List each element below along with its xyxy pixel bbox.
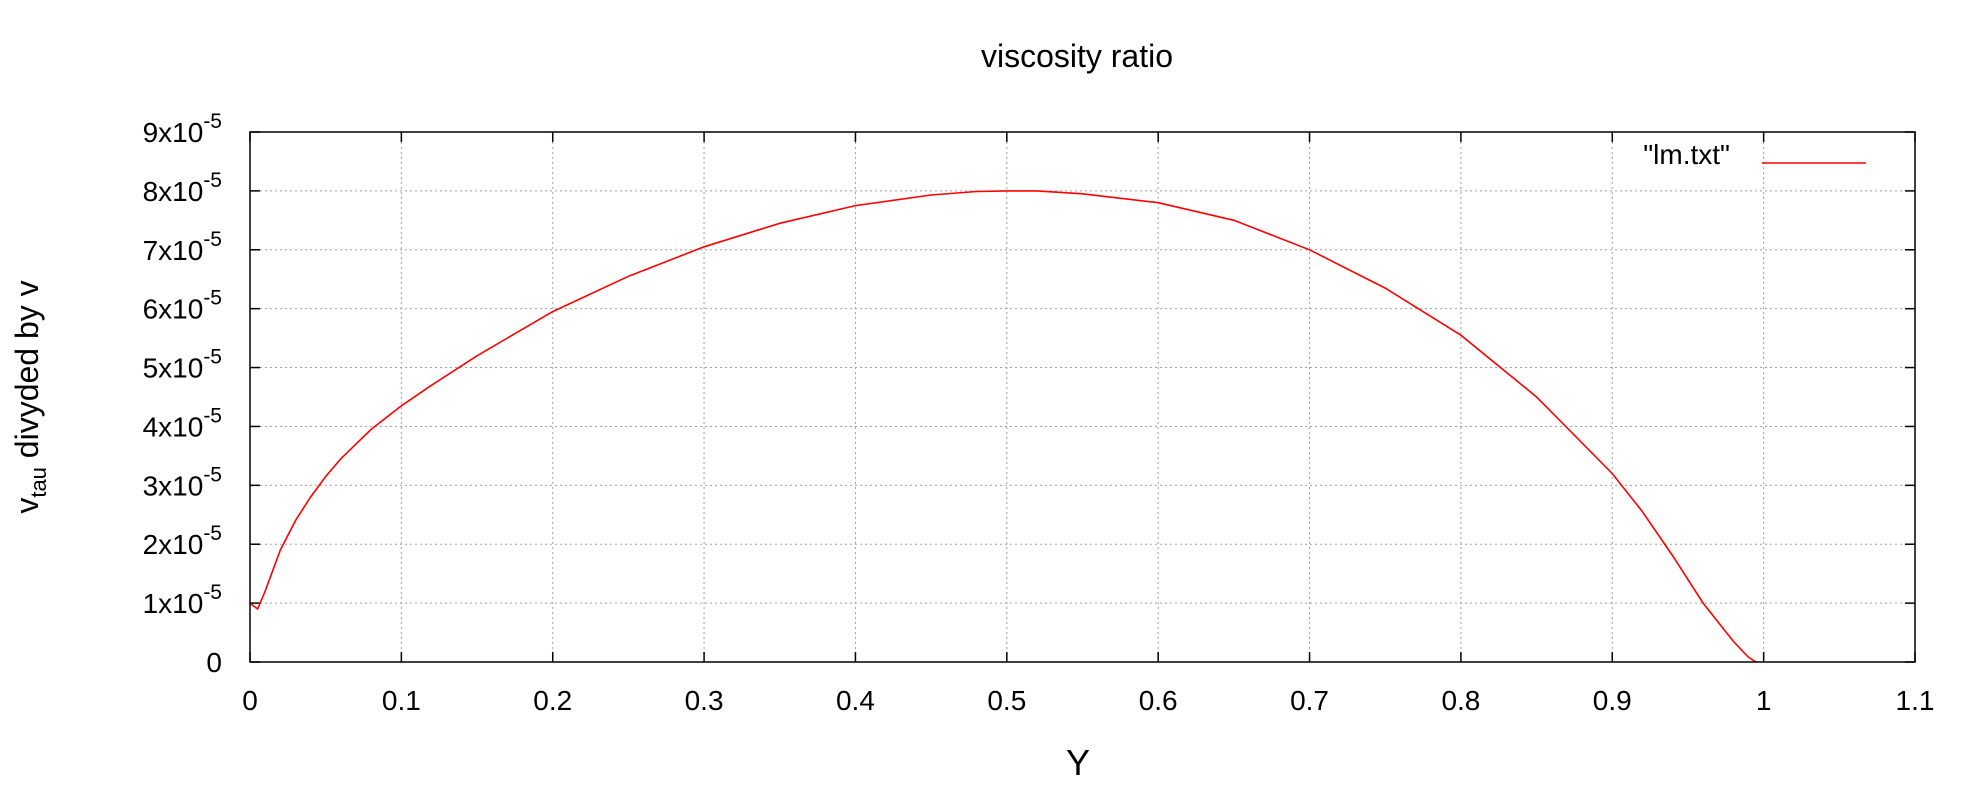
y-tick-labels: 0 1x10-5 2x10-5 3x10-5 4x10-5 5x10-5 6x10-5 7x1…	[143, 110, 222, 678]
y-tick-label: 1x10-5	[143, 581, 222, 619]
x-tick-label: 0.5	[987, 685, 1026, 716]
y-axis-label-sub: tau	[26, 467, 51, 498]
y-tick-label: 8x10-5	[143, 169, 222, 207]
y-tick-label: 0	[206, 647, 222, 678]
y-axis-label: vtau divyded by v	[9, 280, 51, 513]
y-tick-label: 2x10-5	[143, 522, 222, 560]
x-tick-label: 0.3	[685, 685, 724, 716]
y-tick-label: 9x10-5	[143, 110, 222, 148]
legend: "lm.txt"	[1643, 139, 1866, 170]
chart-title: viscosity ratio	[981, 38, 1173, 74]
plot-frame	[249, 131, 1916, 663]
legend-label: "lm.txt"	[1643, 139, 1730, 170]
y-axis-label-rest: divyded by v	[9, 280, 45, 467]
x-tick-label: 0.9	[1593, 685, 1632, 716]
y-tick-label: 6x10-5	[143, 287, 222, 325]
y-axis-label-main: v	[9, 498, 45, 514]
x-tick-label: 0.1	[382, 685, 421, 716]
x-tick-label: 0	[242, 685, 258, 716]
series-line	[249, 190, 1757, 663]
x-tick-label: 0.8	[1441, 685, 1480, 716]
x-tick-label: 1.1	[1896, 685, 1935, 716]
x-tick-label: 1	[1756, 685, 1772, 716]
x-tick-label: 0.4	[836, 685, 875, 716]
y-tick-label: 5x10-5	[143, 346, 222, 384]
y-tick-label: 3x10-5	[143, 463, 222, 501]
ticks	[249, 131, 1916, 663]
x-tick-labels: 0 0.1 0.2 0.3 0.4 0.5 0.6 0.7 0.8 0.9 1 1.1	[242, 685, 1934, 716]
y-tick-label: 7x10-5	[143, 228, 222, 266]
x-axis-label: Y	[1066, 742, 1090, 783]
series	[249, 190, 1757, 663]
x-tick-label: 0.2	[533, 685, 572, 716]
grid	[250, 132, 1915, 662]
x-tick-label: 0.7	[1290, 685, 1329, 716]
x-tick-label: 0.6	[1139, 685, 1178, 716]
y-tick-label: 4x10-5	[143, 404, 222, 442]
